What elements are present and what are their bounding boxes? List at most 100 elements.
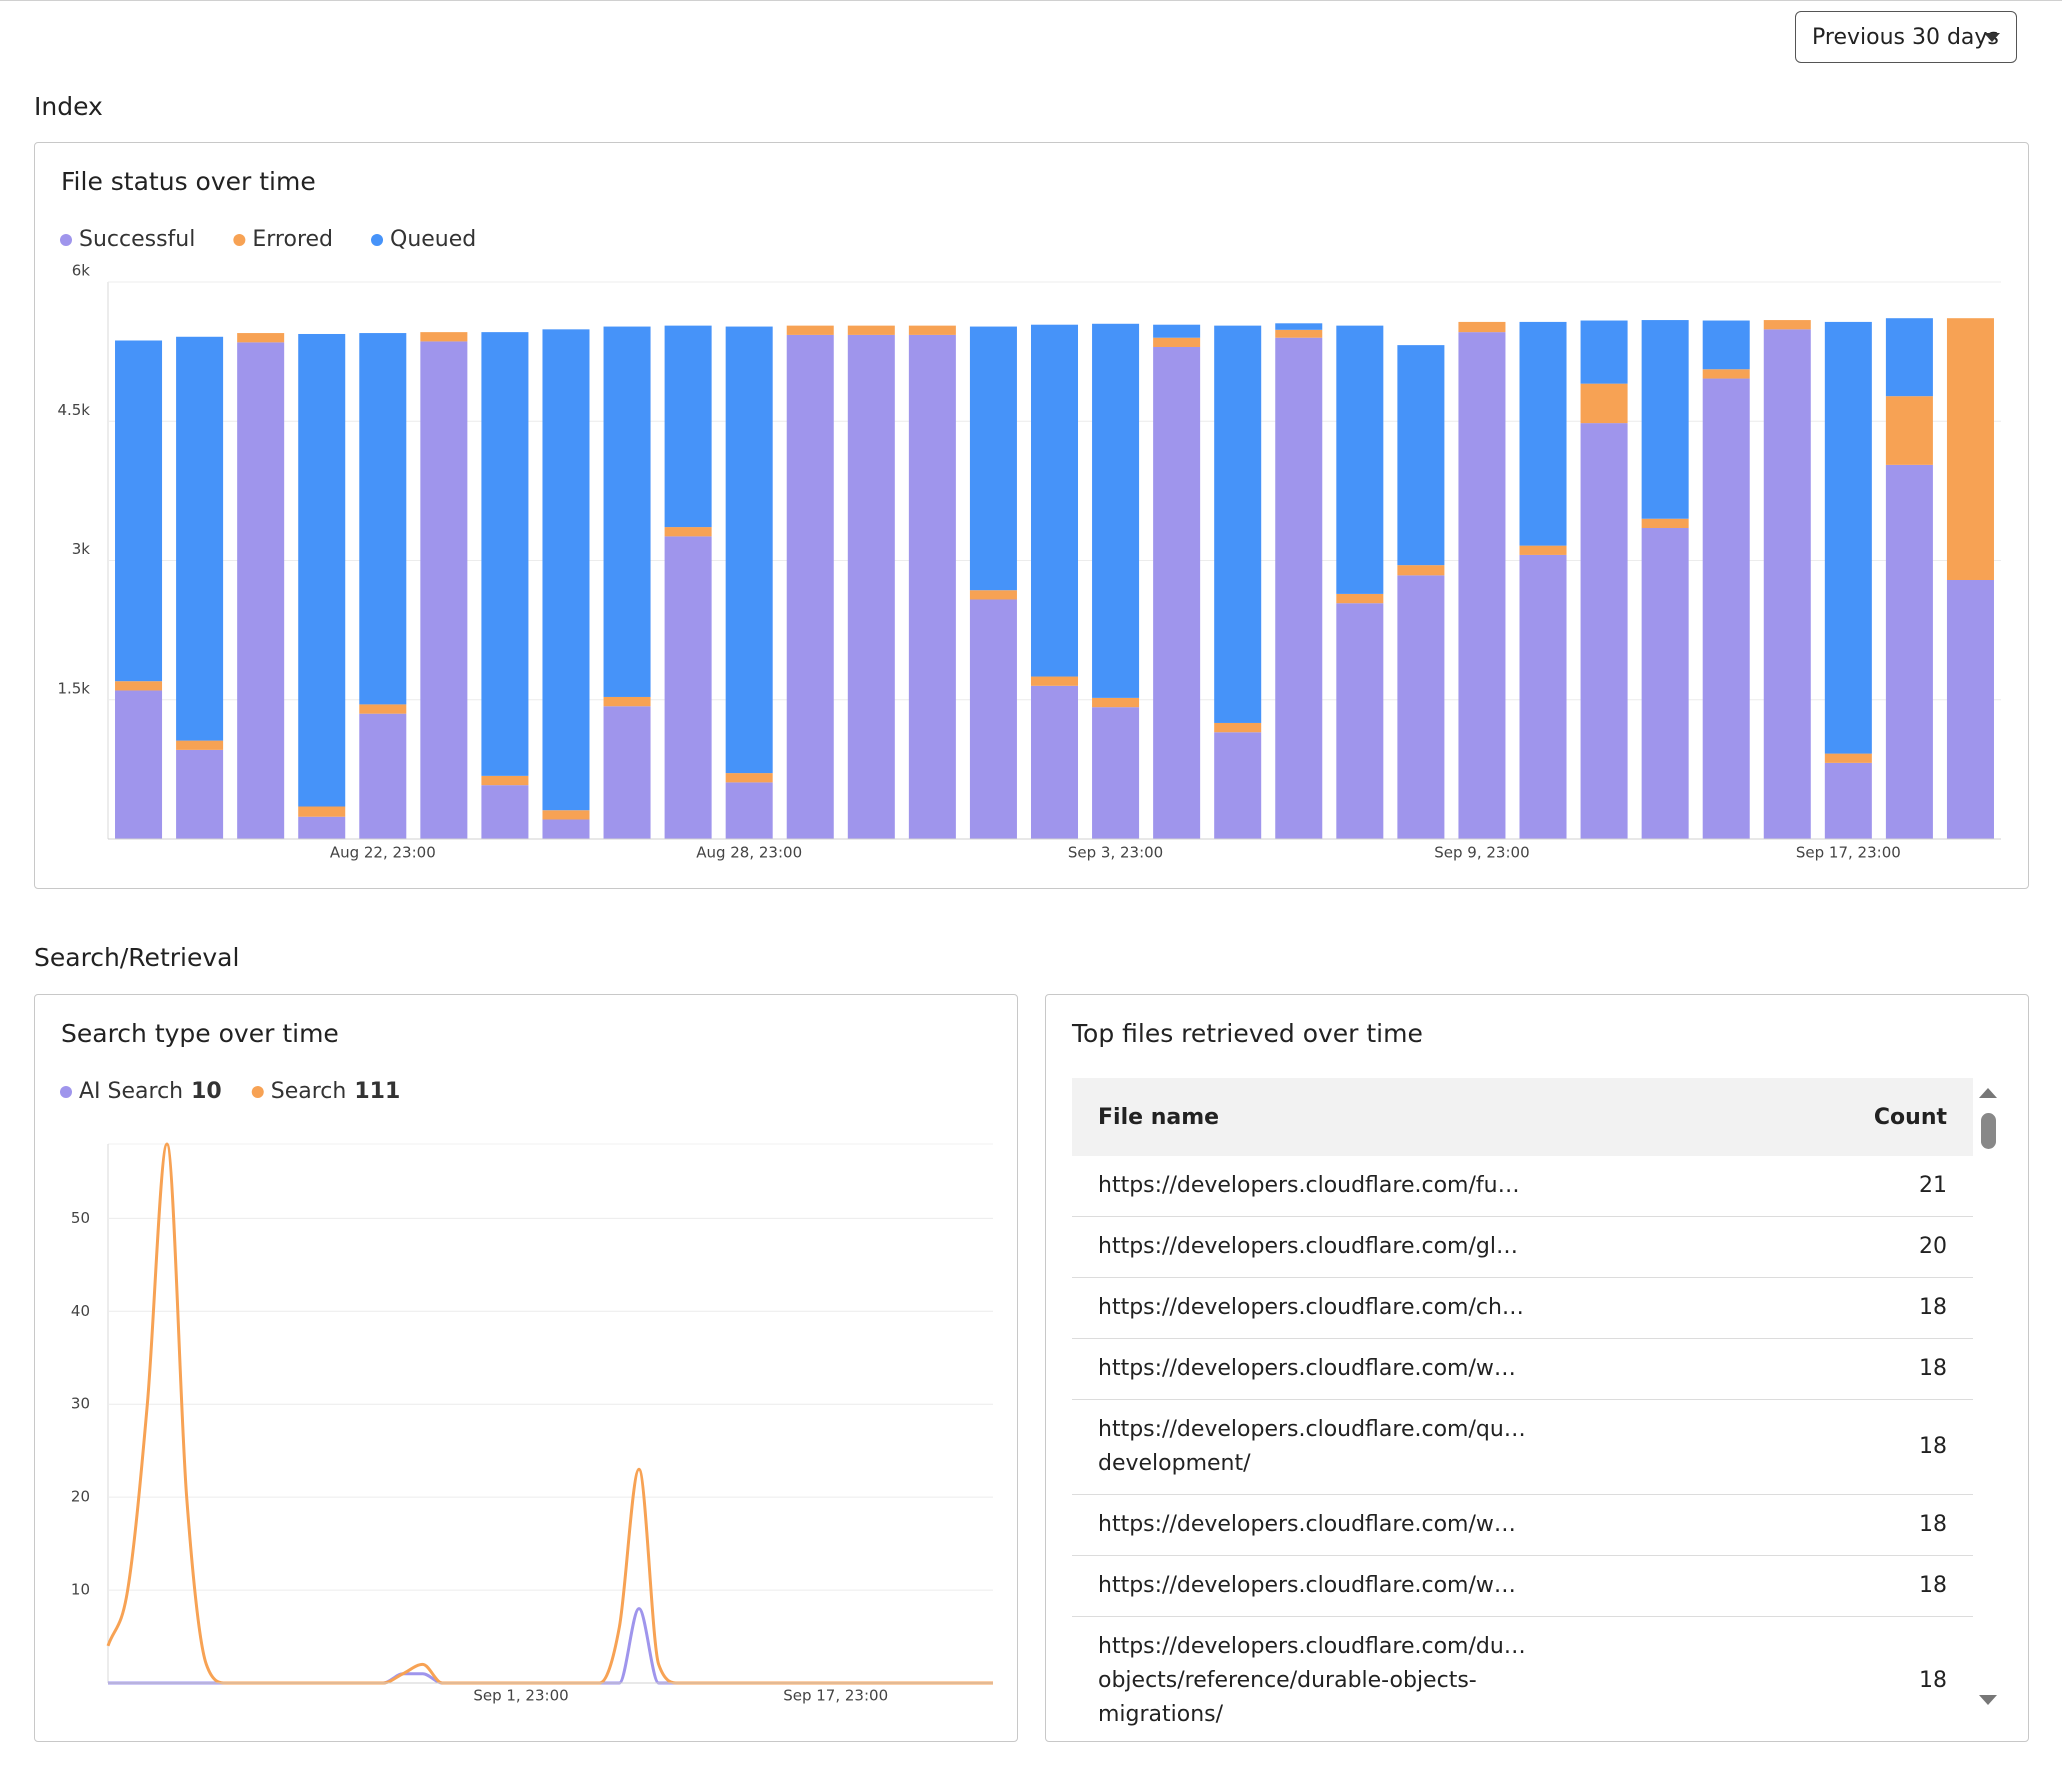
x-tick-label: Aug 28, 23:00 <box>696 844 802 862</box>
bar-segment <box>1336 593 1384 604</box>
file-name: https://developers.cloudflare.com/w… <box>1072 1494 1779 1556</box>
file-name: https://developers.cloudflare.com/gl… <box>1072 1216 1779 1278</box>
bar-segment <box>1030 324 1079 677</box>
legend-marker <box>233 234 246 246</box>
bar-segment <box>603 326 651 697</box>
bar-segment <box>1275 337 1323 839</box>
bar-segment <box>1275 323 1323 330</box>
bar-segment <box>847 334 895 839</box>
table-row[interactable]: https://developers.cloudflare.com/w… 18 <box>1072 1338 1973 1400</box>
legend-entry: AI Search 10 <box>79 1079 222 1104</box>
bar-segment <box>1641 320 1689 519</box>
bar-segment <box>481 775 529 786</box>
table-row[interactable]: https://developers.cloudflare.com/qu… de… <box>1072 1399 1973 1495</box>
y-tick-label: 50 <box>71 1209 90 1227</box>
legend-marker <box>251 1086 264 1098</box>
y-tick-label: 40 <box>71 1302 90 1320</box>
section-heading: Index <box>34 92 103 121</box>
legend-marker <box>60 234 72 246</box>
card-title: Search type over time <box>61 1019 339 1048</box>
x-tick-label: Aug 22, 23:00 <box>330 844 436 862</box>
bar-segment <box>1763 329 1811 839</box>
bar-segment <box>1763 320 1811 330</box>
bar-segment <box>359 333 407 705</box>
bar-segment <box>1702 369 1750 379</box>
legend-entry: Successful <box>79 227 195 252</box>
bar-segment <box>1092 697 1140 708</box>
bar-segment <box>725 773 773 783</box>
bar-segment <box>1946 579 1994 839</box>
card-title: File status over time <box>61 167 316 196</box>
bar-segment <box>1336 325 1384 594</box>
file-name: https://developers.cloudflare.com/qu… de… <box>1072 1399 1779 1495</box>
legend-label: AI Search <box>79 1079 183 1104</box>
table-scroll[interactable]: File name Count https://developers.cloud… <box>1072 1078 1973 1727</box>
card-title: Top files retrieved over time <box>1072 1019 1423 1048</box>
bar-segment <box>176 740 224 750</box>
count: 18 <box>1778 1494 1973 1556</box>
scroll-down[interactable] <box>1979 1695 1997 1705</box>
y-tick-label: 10 <box>71 1581 90 1599</box>
count: 18 <box>1778 1555 1973 1617</box>
bar-segment <box>1519 545 1567 555</box>
file-name: https://developers.cloudflare.com/ch… <box>1072 1277 1779 1339</box>
table-row[interactable]: https://developers.cloudflare.com/fu… 21 <box>1072 1156 1973 1217</box>
bar-segment <box>420 341 468 839</box>
bar-segment <box>115 340 163 682</box>
bar-segment <box>1824 762 1872 839</box>
table-row[interactable]: https://developers.cloudflare.com/du… ob… <box>1072 1616 1973 1727</box>
scroll-up[interactable] <box>1979 1088 1997 1098</box>
column-header[interactable]: File name <box>1072 1078 1779 1156</box>
bar-segment <box>603 706 651 839</box>
count: 18 <box>1778 1616 1973 1727</box>
y-tick-label: 6k <box>72 262 91 280</box>
bar-segment <box>969 599 1017 839</box>
bar-segment <box>1641 528 1689 839</box>
count: 18 <box>1778 1338 1973 1400</box>
file-name: https://developers.cloudflare.com/du… ob… <box>1072 1616 1779 1727</box>
bar-segment <box>664 527 712 537</box>
bar-segment <box>1214 325 1262 723</box>
bar-segment <box>1580 320 1628 384</box>
date-range-dropdown[interactable]: Previous 30 days <box>1795 11 2017 63</box>
bar-segment <box>176 749 224 839</box>
table-row[interactable]: https://developers.cloudflare.com/w… 18 <box>1072 1494 1973 1556</box>
bar-segment <box>1519 554 1567 839</box>
bar-segment <box>1702 378 1750 839</box>
bar-segment <box>908 334 956 839</box>
column-header[interactable]: Count <box>1778 1078 1973 1156</box>
bar-segment <box>908 325 956 335</box>
bar-segment <box>1580 423 1628 839</box>
x-tick-label: Sep 17, 23:00 <box>1796 844 1901 862</box>
bar-segment <box>1092 707 1140 839</box>
y-tick-label: 20 <box>71 1488 90 1506</box>
legend-entry: Search 111 <box>271 1079 401 1104</box>
legend-label: Errored <box>252 227 333 252</box>
bar-segment <box>1275 329 1323 338</box>
bar-segment <box>1580 383 1628 424</box>
count: 20 <box>1778 1216 1973 1278</box>
bar-segment <box>1092 323 1140 698</box>
bar-segment <box>786 334 834 839</box>
bar-segment <box>1397 575 1445 839</box>
bar-segment <box>1336 603 1384 839</box>
bar-segment <box>298 806 346 817</box>
bar-segment <box>1824 753 1872 763</box>
bar-segment <box>603 696 651 707</box>
bar-segment <box>1702 320 1750 370</box>
bar-segment <box>664 325 712 528</box>
bar-segment <box>1946 318 1994 580</box>
scroll-thumb[interactable] <box>1981 1113 1996 1149</box>
bar-segment <box>1153 337 1201 347</box>
table-row[interactable]: https://developers.cloudflare.com/ch… 18 <box>1072 1277 1973 1339</box>
dropdown-label: Previous 30 days <box>1812 24 1999 50</box>
bar-segment <box>1824 321 1872 754</box>
file-name: https://developers.cloudflare.com/fu… <box>1072 1156 1779 1217</box>
bar-segment <box>420 332 468 342</box>
bar-segment <box>237 333 285 343</box>
bar-segment <box>298 333 346 807</box>
x-tick-label: Sep 17, 23:00 <box>783 1687 888 1705</box>
table-row[interactable]: https://developers.cloudflare.com/w… 18 <box>1072 1555 1973 1617</box>
table-row[interactable]: https://developers.cloudflare.com/gl… 20 <box>1072 1216 1973 1278</box>
